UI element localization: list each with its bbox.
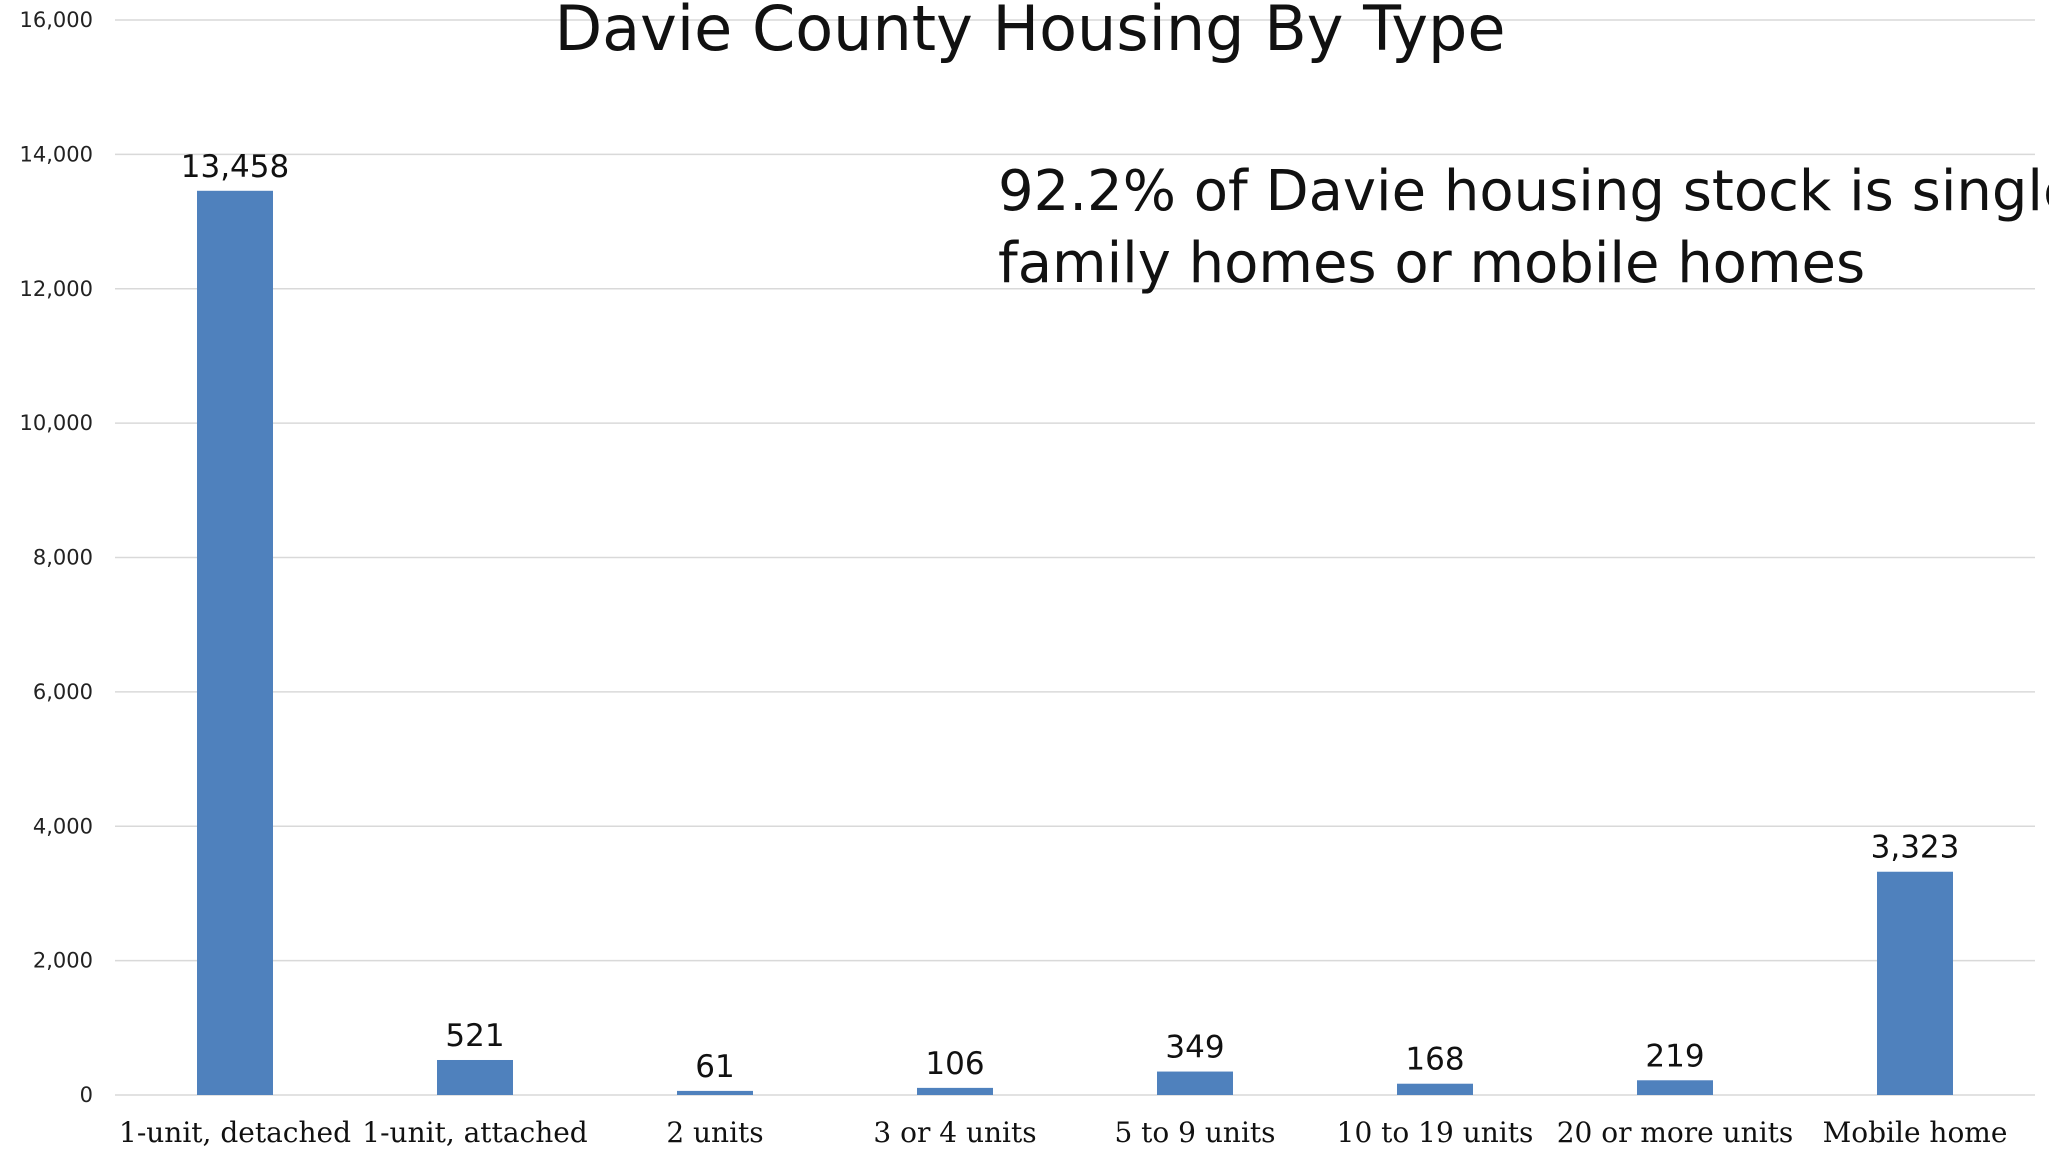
x-tick-label: 2 units [666, 1116, 763, 1149]
x-tick-label: 10 to 19 units [1337, 1116, 1534, 1149]
chart-title: Davie County Housing By Type [554, 0, 1505, 65]
bar [917, 1087, 993, 1095]
data-labels: 13,458 521 61 106 349 168 219 3,323 [181, 149, 1960, 1085]
bar [1877, 871, 1953, 1095]
y-axis-ticks: 0 2,000 4,000 6,000 8,000 10,000 12,000 14,000 1… [20, 8, 93, 1107]
x-tick-label: 3 or 4 units [873, 1116, 1036, 1149]
y-tick-label: 0 [80, 1083, 93, 1107]
data-label: 219 [1645, 1038, 1704, 1074]
x-tick-label: 5 to 9 units [1114, 1116, 1275, 1149]
bar [1157, 1071, 1233, 1095]
bar [1637, 1080, 1713, 1095]
y-tick-label: 14,000 [20, 142, 93, 166]
x-axis-ticks: 1-unit, detached 1-unit, attached 2 units 3… [119, 1116, 2007, 1149]
gridlines [115, 19, 2035, 1096]
data-label: 61 [695, 1049, 734, 1085]
x-tick-label: 1-unit, detached [119, 1116, 351, 1149]
x-tick-label: 20 or more units [1557, 1116, 1794, 1149]
bar [677, 1090, 753, 1095]
y-tick-label: 8,000 [33, 546, 93, 570]
data-label: 106 [925, 1046, 984, 1082]
y-tick-label: 12,000 [20, 277, 93, 301]
annotation-line-1: 92.2% of Davie housing stock is single [998, 159, 2049, 224]
x-tick-label: Mobile home [1823, 1116, 2008, 1149]
bars [197, 190, 1953, 1095]
data-label: 168 [1405, 1042, 1464, 1078]
data-label: 3,323 [1871, 830, 1960, 866]
y-tick-label: 16,000 [20, 8, 93, 32]
y-tick-label: 4,000 [33, 814, 93, 838]
y-tick-label: 10,000 [20, 411, 93, 435]
data-label: 13,458 [181, 149, 289, 185]
bar [437, 1059, 513, 1095]
data-label: 349 [1165, 1030, 1224, 1066]
bar [197, 190, 273, 1095]
x-tick-label: 1-unit, attached [362, 1116, 588, 1149]
y-tick-label: 6,000 [33, 680, 93, 704]
y-tick-label: 2,000 [33, 949, 93, 973]
annotation-line-2: family homes or mobile homes [998, 231, 1865, 296]
bar [1397, 1083, 1473, 1095]
data-label: 521 [445, 1018, 504, 1054]
